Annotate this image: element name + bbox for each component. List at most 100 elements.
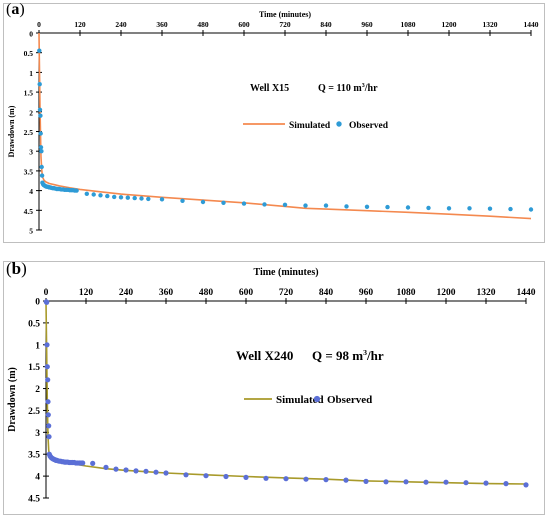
chart-b-observed-point: [143, 468, 149, 474]
chart-a-y-tick-label: 3: [29, 148, 33, 157]
chart-b-legend-observed-swatch: [313, 395, 321, 403]
chart-b-observed-point: [163, 470, 169, 476]
chart-a-observed-point: [112, 194, 117, 200]
chart-a-observed-point: [39, 164, 44, 170]
chart-a-y-tick-label: 1: [29, 69, 33, 78]
chart-a-x-tick-label: 600: [238, 20, 250, 29]
chart-a-observed-point: [180, 198, 185, 203]
chart-a-y-tick-label: 4.5: [24, 207, 34, 216]
chart-a-annotation-flow-rate: Q = 110 m3/hr: [318, 83, 378, 94]
chart-b-observed-point: [243, 474, 249, 480]
chart-a-legend-observed-swatch: [336, 121, 342, 127]
chart-a-x-tick-label: 120: [74, 20, 86, 29]
chart-a-observed-point: [38, 113, 43, 118]
chart-b-x-tick-label: 0: [44, 288, 49, 298]
chart-a-observed-point: [241, 201, 247, 206]
chart-a-observed-point: [323, 203, 329, 208]
chart-b-y-tick-label: 2: [35, 385, 40, 395]
chart-b-y-tick-label: 4.5: [28, 495, 40, 505]
chart-a-observed-point: [38, 131, 43, 136]
chart-b-x-tick-label: 360: [159, 288, 174, 298]
chart-a-observed-point: [74, 188, 79, 193]
chart-a-observed-point: [37, 82, 42, 87]
chart-a-observed-point: [200, 199, 206, 205]
chart-b-x-tick-label: 840: [319, 288, 334, 298]
chart-b-observed-point: [363, 478, 369, 484]
chart-a-y-tick-label: 0: [29, 30, 33, 39]
chart-a-x-tick-label: 360: [156, 20, 168, 29]
chart-a-observed-point: [446, 206, 452, 211]
chart-b-observed-point: [44, 364, 50, 370]
chart-b-x-tick-label: 120: [79, 288, 94, 298]
chart-b-svg: Time (minutes)Drawdown (m)0 120 240 360 480 6…: [7, 267, 536, 505]
panel-a-frame: [3, 3, 545, 243]
chart-a-x-tick-label: 240: [115, 20, 127, 29]
chart-b-series-simulated-line: [45, 300, 527, 485]
chart-b-observed-point: [383, 479, 389, 485]
chart-a-y-tick-label: 2.5: [24, 128, 34, 137]
panel-b-frame: [3, 261, 545, 515]
chart-b-y-tick-label: 4: [35, 473, 40, 483]
chart-b-x-tick-label: 240: [119, 288, 134, 298]
chart-a-observed-point: [91, 192, 96, 197]
chart-b-y-tick-label: 0.5: [28, 319, 40, 329]
chart-a-y-tick-label: 5: [29, 227, 33, 236]
chart-a-observed-point: [159, 197, 165, 202]
chart-a-observed-point: [508, 206, 513, 212]
chart-b-y-tick-label: 3.5: [28, 451, 40, 461]
chart-a-observed-point: [528, 207, 534, 212]
chart-panel-b: Time (minutes) Drawdown (m) 0 120 240 360 480 6…: [0, 258, 550, 518]
chart-b-y-tick-label: 1: [35, 341, 40, 351]
chart-a-x-tick-label: 840: [320, 20, 332, 29]
chart-a-observed-point: [303, 203, 308, 208]
chart-b-x-tick-label: 720: [279, 288, 294, 298]
panel-b-label: (b): [6, 259, 27, 278]
chart-b-observed-point: [44, 299, 50, 305]
chart-a-observed-point: [125, 195, 130, 200]
chart-a-observed-point: [221, 200, 226, 205]
chart-a-observed-point: [132, 195, 137, 201]
chart-b-observed-point: [153, 469, 159, 475]
chart-b-x-tick-label: 1200: [437, 288, 456, 298]
chart-b-x-tick-label: 1320: [477, 288, 496, 298]
chart-a-svg: Time (minutes)Drawdown (m)0 120 240 360 480 6…: [7, 10, 539, 236]
chart-b-observed-point: [123, 467, 129, 473]
chart-a-observed-point: [37, 107, 43, 113]
chart-a-x-axis-title: Time (minutes): [259, 10, 311, 19]
chart-a-observed-point: [98, 193, 103, 198]
chart-b-x-axis-title: Time (minutes): [253, 267, 318, 278]
chart-a-y-tick-label: 1.5: [24, 89, 34, 98]
panel-a-label: (a): [6, 1, 25, 18]
chart-b-observed-point: [183, 472, 189, 478]
chart-b-observed-point: [443, 479, 449, 485]
chart-a-x-tick-label: 960: [361, 20, 373, 29]
chart-a-y-tick-label: 4: [29, 187, 33, 196]
chart-a-observed-point: [262, 202, 267, 207]
chart-b-annotation-well: Well X240: [236, 348, 293, 363]
chart-a-observed-point: [118, 195, 124, 200]
chart-b-legend-simulated-label: Simulated: [276, 394, 324, 406]
chart-a-y-axis-title: Drawdown (m): [7, 105, 16, 157]
chart-b-x-tick-label: 960: [359, 288, 374, 298]
chart-a-observed-point: [405, 205, 411, 210]
chart-b-observed-point: [133, 468, 139, 474]
chart-a-observed-point: [84, 191, 90, 196]
chart-b-observed-point: [463, 480, 469, 486]
chart-b-observed-point: [283, 476, 289, 482]
chart-a-observed-point: [282, 202, 288, 207]
chart-b-observed-point: [223, 473, 229, 480]
chart-a-observed-point: [105, 193, 110, 199]
chart-b-x-tick-label: 480: [199, 288, 214, 298]
chart-a-legend-observed-label: Observed: [349, 121, 389, 131]
chart-a-x-tick-label: 1200: [442, 20, 457, 29]
chart-a-legend-simulated-label: Simulated: [289, 121, 331, 131]
chart-a-observed-point: [38, 145, 44, 150]
chart-b-observed-point: [45, 377, 51, 383]
chart-a-observed-point: [146, 196, 151, 202]
chart-a-x-tick-label: 0: [37, 20, 41, 29]
chart-a-observed-point: [364, 204, 370, 209]
chart-b-y-tick-label: 3: [35, 429, 40, 439]
chart-b-observed-point: [303, 476, 309, 482]
chart-b-y-tick-label: 2.5: [28, 407, 40, 417]
chart-a-observed-point: [139, 196, 144, 201]
